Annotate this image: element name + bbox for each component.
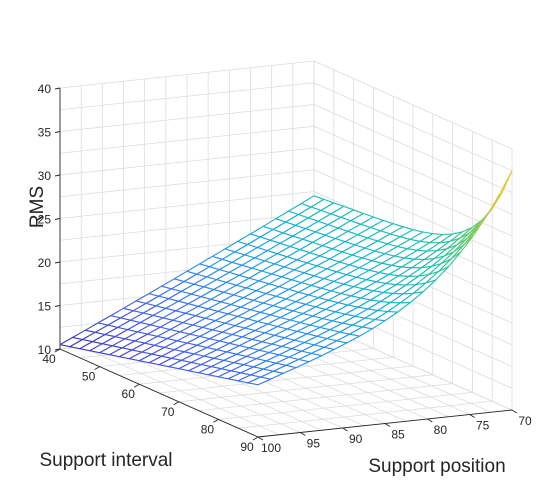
z-tick-mark	[54, 218, 61, 220]
y-tick-label: 75	[476, 419, 490, 433]
surface-mesh	[59, 170, 513, 386]
y-axis-label: Support position	[368, 456, 505, 477]
x-tick-mark	[173, 401, 180, 406]
z-tick-label: 15	[38, 300, 52, 314]
y-tick-label: 80	[434, 423, 448, 437]
z-tick-mark	[54, 305, 61, 307]
right-wall-grid-line	[313, 169, 513, 259]
y-tick-mark	[384, 423, 391, 427]
z-tick-label: 25	[38, 213, 52, 227]
left-wall-grid-line	[59, 191, 315, 219]
x-tick-label: 60	[122, 387, 136, 401]
z-tick-label: 40	[38, 82, 52, 96]
x-tick-mark	[94, 366, 100, 370]
x-tick-label: 50	[82, 370, 96, 384]
z-tick-label: 30	[38, 169, 52, 183]
y-tick-mark	[511, 409, 518, 414]
y-tick-label: 100	[261, 441, 281, 455]
z-axis-label: RMS	[27, 186, 48, 228]
y-tick-label: 70	[518, 414, 532, 428]
z-tick-mark	[54, 131, 61, 133]
right-wall-grid-line	[313, 82, 513, 172]
y-tick-label: 85	[391, 428, 405, 442]
left-wall-grid-line	[59, 82, 315, 111]
tick-labels: 10 15 20 25 30 35 40 40 50 60 70 80 90 100 95 90 85 80 75 7…	[38, 82, 532, 455]
y-tick-label: 90	[349, 432, 363, 446]
y-tick-mark	[427, 418, 433, 423]
x-tick-label: 70	[161, 405, 175, 419]
left-wall-grid-line	[59, 104, 315, 132]
z-tick-mark	[54, 174, 61, 177]
left-wall-grid-line	[59, 125, 315, 154]
y-tick-mark	[257, 436, 264, 441]
y-tick-label: 95	[307, 437, 321, 451]
x-tick-label: 90	[240, 440, 254, 454]
y-tick-mark	[469, 414, 475, 418]
x-tick-mark	[133, 383, 140, 388]
x-tick-mark	[213, 419, 219, 423]
z-tick-mark	[54, 261, 61, 264]
z-tick-label: 20	[38, 256, 52, 270]
x-tick-label: 80	[201, 422, 215, 436]
right-wall-grid-line	[313, 147, 513, 237]
floor-grid-line	[81, 346, 280, 436]
left-wall-grid-line	[59, 212, 315, 241]
z-tick-label: 35	[38, 126, 52, 140]
x-tick-label: 40	[42, 352, 56, 366]
mesh-cell	[488, 170, 513, 213]
x-tick-mark	[252, 436, 259, 441]
left-wall-grid-line	[59, 60, 315, 89]
left-wall-grid-line	[59, 169, 315, 198]
right-wall-grid-line	[313, 104, 513, 193]
x-axis-label: Support interval	[39, 450, 172, 471]
z-tick-label: 10	[38, 343, 52, 357]
y-tick-mark	[342, 427, 348, 432]
right-wall-grid-line	[313, 125, 513, 215]
left-wall-grid-line	[59, 147, 315, 176]
x-axis-line	[59, 348, 259, 438]
y-tick-mark	[300, 432, 306, 436]
x-tick-mark	[54, 348, 61, 353]
right-wall-grid-line	[313, 60, 513, 150]
z-tick-mark	[54, 87, 61, 90]
